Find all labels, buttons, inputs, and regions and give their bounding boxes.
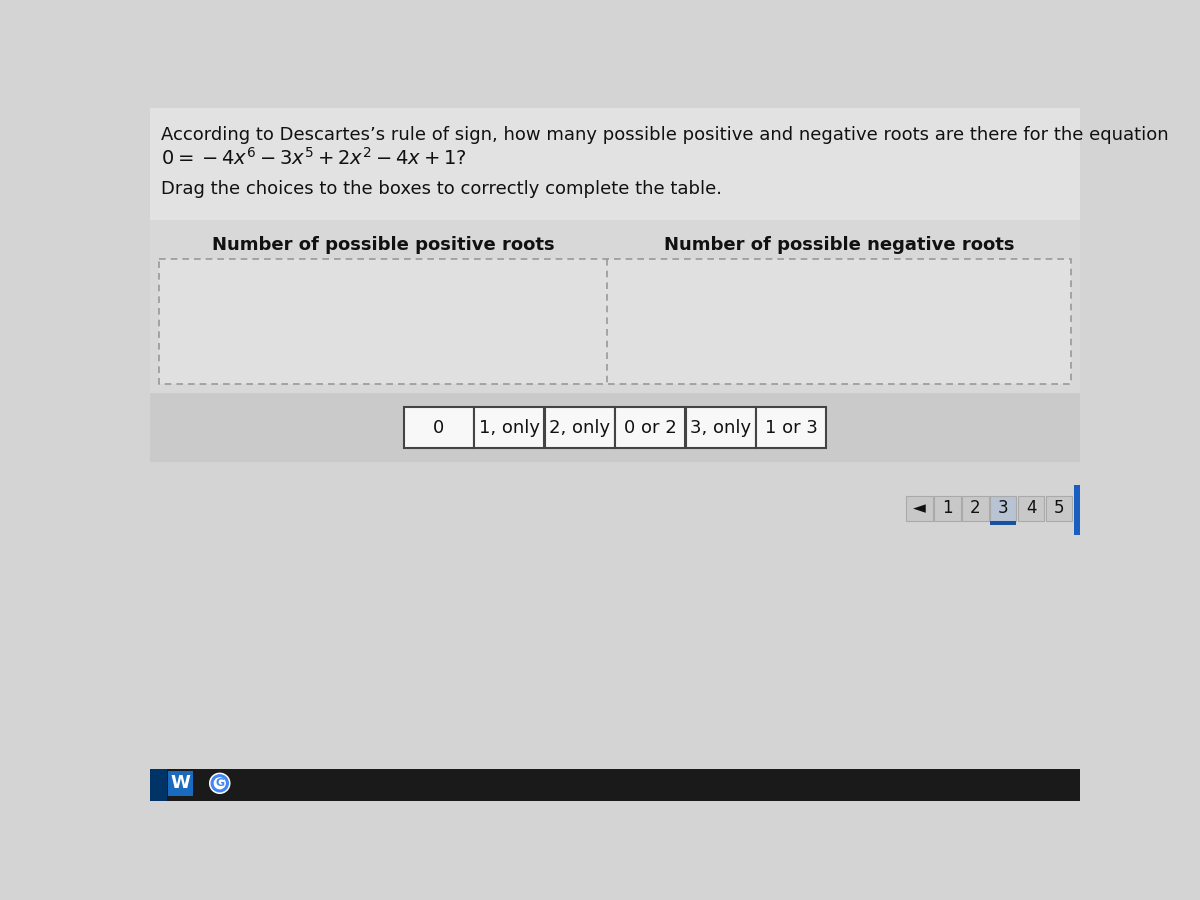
Text: 1, only: 1, only xyxy=(479,418,540,436)
FancyBboxPatch shape xyxy=(404,407,474,448)
FancyBboxPatch shape xyxy=(150,769,1080,801)
FancyBboxPatch shape xyxy=(1046,496,1073,521)
Text: Drag the choices to the boxes to correctly complete the table.: Drag the choices to the boxes to correct… xyxy=(161,180,722,198)
Text: 4: 4 xyxy=(1026,500,1037,518)
FancyBboxPatch shape xyxy=(962,496,989,521)
Text: 0 or 2: 0 or 2 xyxy=(624,418,677,436)
Text: ◄: ◄ xyxy=(913,500,926,518)
Text: 2, only: 2, only xyxy=(550,418,611,436)
Circle shape xyxy=(211,775,228,792)
FancyBboxPatch shape xyxy=(150,220,1080,397)
FancyBboxPatch shape xyxy=(545,407,614,448)
Text: W: W xyxy=(170,774,190,792)
Text: Number of possible negative roots: Number of possible negative roots xyxy=(664,236,1014,254)
FancyBboxPatch shape xyxy=(1074,485,1080,536)
Text: Number of possible positive roots: Number of possible positive roots xyxy=(212,236,554,254)
Text: 3: 3 xyxy=(998,500,1008,518)
Text: According to Descartes’s rule of sign, how many possible positive and negative r: According to Descartes’s rule of sign, h… xyxy=(161,126,1169,144)
FancyBboxPatch shape xyxy=(150,108,1080,801)
Text: 2: 2 xyxy=(970,500,980,518)
FancyBboxPatch shape xyxy=(935,496,961,521)
Text: 1: 1 xyxy=(942,500,953,518)
Circle shape xyxy=(215,778,226,788)
FancyBboxPatch shape xyxy=(150,769,167,801)
FancyBboxPatch shape xyxy=(616,407,685,448)
Text: G: G xyxy=(215,778,224,788)
FancyBboxPatch shape xyxy=(756,407,826,448)
FancyBboxPatch shape xyxy=(906,496,932,521)
Text: 0: 0 xyxy=(433,418,444,436)
Text: 1 or 3: 1 or 3 xyxy=(764,418,817,436)
Text: 3, only: 3, only xyxy=(690,418,751,436)
FancyBboxPatch shape xyxy=(160,259,1070,383)
FancyBboxPatch shape xyxy=(150,393,1080,463)
FancyBboxPatch shape xyxy=(990,521,1016,525)
FancyBboxPatch shape xyxy=(168,771,193,796)
FancyBboxPatch shape xyxy=(990,496,1016,521)
Text: $0 = -4x^6 - 3x^5 + 2x^2 - 4x + 1?$: $0 = -4x^6 - 3x^5 + 2x^2 - 4x + 1?$ xyxy=(161,147,467,169)
FancyBboxPatch shape xyxy=(1018,496,1044,521)
Text: 5: 5 xyxy=(1054,500,1064,518)
FancyBboxPatch shape xyxy=(686,407,756,448)
Circle shape xyxy=(210,773,230,793)
FancyBboxPatch shape xyxy=(150,108,1080,220)
FancyBboxPatch shape xyxy=(474,407,544,448)
